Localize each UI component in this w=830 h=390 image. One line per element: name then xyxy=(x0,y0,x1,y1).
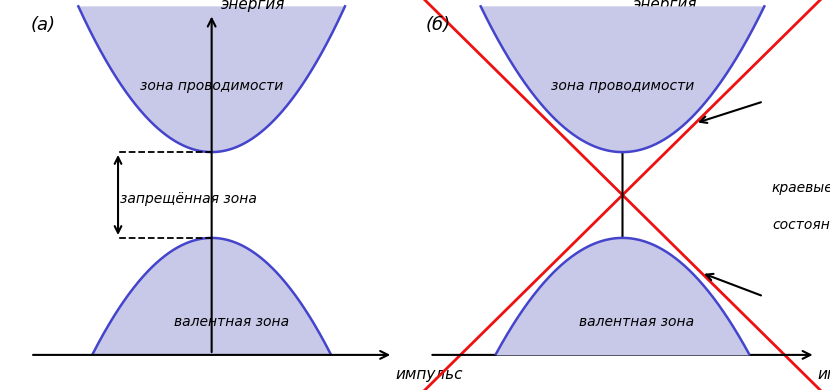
Text: энергия: энергия xyxy=(633,0,697,12)
Text: энергия: энергия xyxy=(222,0,286,12)
Text: запрещённая зона: запрещённая зона xyxy=(120,192,256,206)
Text: зона проводимости: зона проводимости xyxy=(551,79,694,93)
Text: краевые: краевые xyxy=(772,181,830,195)
Text: импульс: импульс xyxy=(395,367,462,381)
Text: (а): (а) xyxy=(30,16,56,34)
Text: валентная зона: валентная зона xyxy=(579,315,695,329)
Text: зона проводимости: зона проводимости xyxy=(140,79,283,93)
Text: валентная зона: валентная зона xyxy=(173,315,289,329)
Text: импульс: импульс xyxy=(818,367,830,381)
Text: состояния: состояния xyxy=(772,218,830,232)
Text: (б): (б) xyxy=(426,16,451,34)
